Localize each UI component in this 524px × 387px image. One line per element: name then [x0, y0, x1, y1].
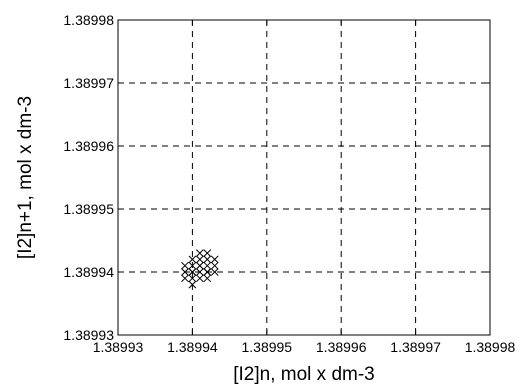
y-tick-label: 1.38993	[63, 327, 114, 343]
y-tick-label: 1.38997	[63, 75, 114, 91]
y-tick-label: 1.38996	[63, 138, 114, 154]
data-point	[210, 261, 219, 270]
data-point	[195, 249, 204, 257]
y-axis-label: [I2]n+1, mol x dm-3	[15, 96, 36, 259]
data-points	[181, 249, 219, 289]
y-tick-label: 1.38995	[63, 201, 114, 217]
data-point	[181, 274, 189, 283]
data-point	[210, 268, 219, 276]
data-point	[195, 255, 204, 264]
x-tick-label: 1.38998	[465, 339, 516, 355]
y-tick-label: 1.38998	[63, 12, 114, 28]
data-point	[188, 280, 197, 289]
data-point	[203, 268, 212, 276]
axis-ticks: 1.38993 1.38994 1.38995 1.38996 1.38997 1.389…	[63, 12, 515, 355]
data-point	[203, 274, 212, 283]
data-point	[203, 255, 212, 264]
data-point	[181, 268, 189, 276]
grid	[118, 20, 490, 335]
axes-box	[117, 19, 491, 336]
data-point	[195, 261, 204, 270]
data-point	[203, 249, 212, 257]
data-point	[188, 274, 197, 283]
x-tick-label: 1.38994	[167, 339, 218, 355]
data-point	[181, 261, 189, 270]
x-tick-label: 1.38996	[316, 339, 367, 355]
data-point	[188, 261, 197, 270]
data-point	[195, 274, 204, 283]
x-tick-label: 1.38995	[241, 339, 292, 355]
x-tick-label: 1.38993	[93, 339, 144, 355]
data-point	[203, 261, 212, 270]
x-axis-label: [I2]n, mol x dm-3	[233, 364, 375, 385]
data-point	[195, 268, 204, 276]
data-point	[188, 268, 197, 276]
x-tick-label: 1.38997	[390, 339, 441, 355]
y-tick-label: 1.38994	[63, 264, 114, 280]
data-point	[210, 255, 219, 264]
data-point	[188, 255, 197, 264]
